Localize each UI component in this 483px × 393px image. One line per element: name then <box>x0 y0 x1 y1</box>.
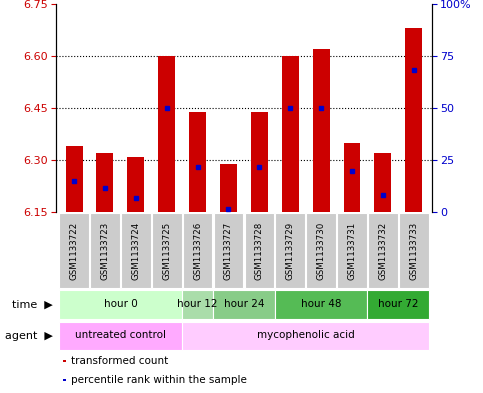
Text: hour 48: hour 48 <box>301 299 341 309</box>
Bar <box>66 146 83 212</box>
Text: GSM1133723: GSM1133723 <box>100 221 110 280</box>
Bar <box>213 290 275 319</box>
Text: hour 0: hour 0 <box>103 299 137 309</box>
Bar <box>213 213 243 288</box>
Text: agent  ▶: agent ▶ <box>5 331 53 341</box>
Bar <box>343 143 360 212</box>
Bar <box>275 213 305 288</box>
Text: GSM1133725: GSM1133725 <box>162 221 171 280</box>
Text: GSM1133728: GSM1133728 <box>255 221 264 280</box>
Bar <box>337 213 367 288</box>
Text: GSM1133730: GSM1133730 <box>317 221 326 280</box>
Text: hour 12: hour 12 <box>177 299 218 309</box>
Bar <box>368 290 429 319</box>
Bar <box>182 322 429 350</box>
Bar <box>97 153 114 212</box>
Text: transformed count: transformed count <box>71 356 169 366</box>
Bar <box>405 28 422 212</box>
Text: untreated control: untreated control <box>75 331 166 340</box>
Bar <box>158 56 175 212</box>
Text: GSM1133733: GSM1133733 <box>409 221 418 280</box>
Text: GSM1133729: GSM1133729 <box>286 222 295 279</box>
Text: GSM1133727: GSM1133727 <box>224 221 233 280</box>
Bar <box>63 360 66 362</box>
Bar <box>63 379 66 381</box>
Bar <box>282 56 298 212</box>
Bar <box>183 213 213 288</box>
Text: GSM1133731: GSM1133731 <box>347 221 356 280</box>
Bar <box>90 213 120 288</box>
Text: hour 72: hour 72 <box>378 299 419 309</box>
Bar <box>374 153 391 212</box>
Bar <box>152 213 182 288</box>
Bar <box>121 213 151 288</box>
Text: GSM1133722: GSM1133722 <box>70 221 79 280</box>
Bar <box>182 290 213 319</box>
Bar <box>251 112 268 212</box>
Text: GSM1133732: GSM1133732 <box>378 221 387 280</box>
Bar <box>306 213 336 288</box>
Text: mycophenolic acid: mycophenolic acid <box>257 331 355 340</box>
Bar <box>128 157 144 212</box>
Bar <box>58 290 182 319</box>
Bar <box>313 49 329 212</box>
Bar <box>244 213 274 288</box>
Bar <box>58 322 182 350</box>
Text: GSM1133724: GSM1133724 <box>131 221 141 280</box>
Text: time  ▶: time ▶ <box>13 299 53 310</box>
Text: percentile rank within the sample: percentile rank within the sample <box>71 375 247 385</box>
Text: hour 24: hour 24 <box>224 299 264 309</box>
Bar <box>189 112 206 212</box>
Bar <box>368 213 398 288</box>
Text: GSM1133726: GSM1133726 <box>193 221 202 280</box>
Bar <box>220 163 237 212</box>
Bar <box>399 213 428 288</box>
Bar <box>275 290 368 319</box>
Bar <box>59 213 89 288</box>
